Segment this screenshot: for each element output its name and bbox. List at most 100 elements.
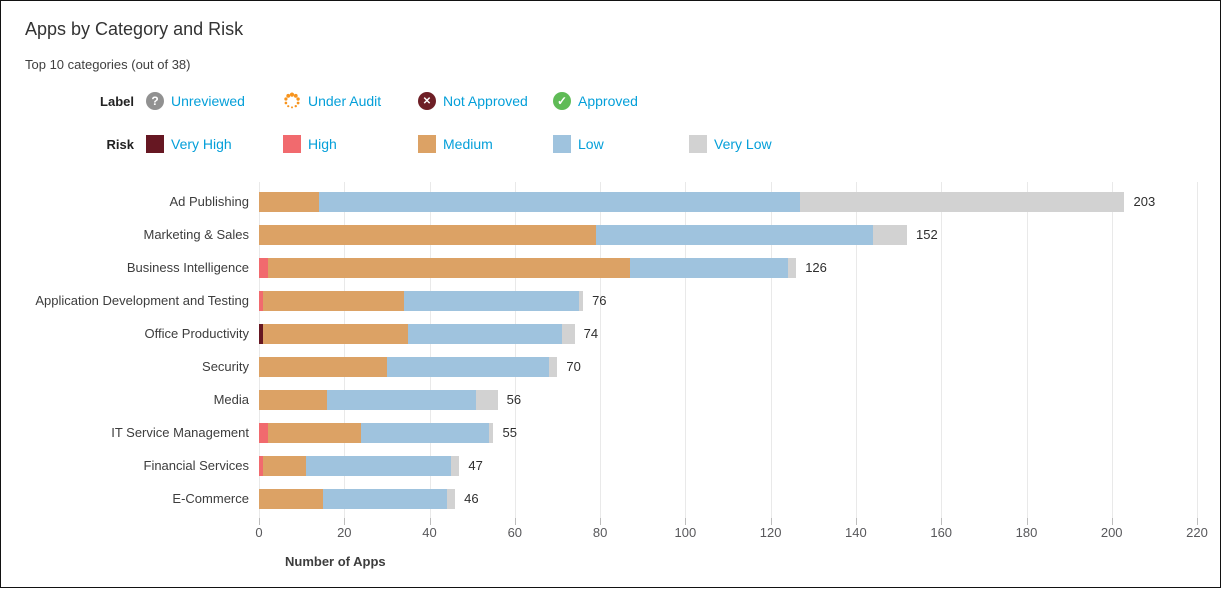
risk-legend-item-very_low[interactable]: Very Low (689, 135, 1220, 153)
bar-stack (259, 422, 494, 443)
gridline (685, 182, 687, 518)
bar-segment-low[interactable] (629, 257, 788, 278)
bar-segment-high[interactable] (259, 290, 264, 311)
bar-segment-low[interactable] (403, 290, 579, 311)
bar-segment-very_low[interactable] (800, 191, 1125, 212)
bar-segment-medium[interactable] (259, 356, 387, 377)
axis-tick (429, 518, 431, 525)
bar-segment-high[interactable] (259, 422, 268, 443)
risk-swatch-very_high (146, 135, 164, 153)
bar-total-label: 76 (592, 293, 607, 308)
bar-segment-low[interactable] (386, 356, 549, 377)
x-circle-icon: ✕ (418, 92, 436, 110)
bar-segment-very_low[interactable] (450, 455, 460, 476)
axis-tick-label: 220 (1186, 525, 1208, 540)
gridline (600, 182, 602, 518)
bar-stack (259, 290, 584, 311)
gridline (259, 182, 260, 518)
bar-segment-medium[interactable] (263, 290, 404, 311)
bar-segment-low[interactable] (318, 191, 801, 212)
bar-segment-medium[interactable] (267, 422, 362, 443)
bar-stack (259, 323, 575, 344)
bar-stack (259, 224, 907, 245)
bar-segment-low[interactable] (323, 488, 447, 509)
gridline (855, 182, 857, 518)
check-circle-icon: ✓ (553, 92, 571, 110)
bar-row: Media 56 (25, 383, 1220, 416)
bar-segment-high[interactable] (259, 257, 268, 278)
risk-legend-item-high[interactable]: High (283, 135, 418, 153)
bar-segment-medium[interactable] (267, 257, 630, 278)
risk-legend-row: Risk Very High High Medium Low Very Low (25, 134, 1220, 154)
category-label: IT Service Management (111, 425, 249, 440)
bar-segment-very_low[interactable] (578, 290, 584, 311)
bar-row: Ad Publishing 203 (25, 185, 1220, 218)
axis-tick-label: 120 (759, 525, 782, 540)
bar-segment-medium[interactable] (259, 224, 596, 245)
category-label: Office Productivity (144, 326, 249, 341)
bar-segment-low[interactable] (408, 323, 562, 344)
label-legend-item-approved[interactable]: ✓ Approved (553, 92, 689, 110)
risk-legend-item-low[interactable]: Low (553, 135, 689, 153)
label-legend-item-not_approved[interactable]: ✕ Not Approved (418, 92, 553, 110)
axis-tick (1197, 518, 1198, 525)
bar-row: Office Productivity 74 (25, 317, 1220, 350)
label-legend-caption: Label (100, 93, 134, 109)
risk-swatch-very_low (689, 135, 707, 153)
bar-segment-low[interactable] (595, 224, 873, 245)
gridline (1026, 182, 1028, 518)
risk-legend-caption: Risk (106, 136, 134, 152)
risk-legend-text: Medium (443, 136, 493, 152)
label-legend-text: Approved (578, 93, 638, 109)
axis-tick (259, 518, 260, 525)
bar-segment-low[interactable] (361, 422, 490, 443)
risk-swatch-medium (418, 135, 436, 153)
axis-tick-label: 200 (1100, 525, 1123, 540)
category-label: Media (213, 392, 249, 407)
label-legend-item-unreviewed[interactable]: ? Unreviewed (146, 92, 283, 110)
bar-row: Business Intelligence 126 (25, 251, 1220, 284)
bar-segment-very_low[interactable] (787, 257, 797, 278)
bar-segment-very_low[interactable] (476, 389, 498, 410)
label-legend-item-under_audit[interactable]: Under Audit (283, 92, 418, 110)
risk-swatch-high (283, 135, 301, 153)
label-legend-row: Label ? Unreviewed Under Audit ✕ Not Approve… (25, 91, 1220, 111)
axis-tick-label: 140 (845, 525, 867, 540)
bar-segment-very_high[interactable] (259, 323, 264, 344)
bar-segment-medium[interactable] (263, 455, 306, 476)
plot-rows: Ad Publishing 203 Marketing & Sales 152 Busi… (25, 182, 1220, 515)
gridline (1111, 182, 1113, 518)
bar-segment-very_low[interactable] (489, 422, 494, 443)
bar-segment-low[interactable] (305, 455, 451, 476)
bar-total-label: 47 (468, 458, 483, 473)
x-axis: 0 20 40 60 80 100 120 140 160 180 200 220 (255, 525, 1207, 547)
bar-segment-medium[interactable] (259, 488, 323, 509)
widget-title: Apps by Category and Risk (25, 19, 244, 39)
bar-segment-very_low[interactable] (446, 488, 456, 509)
bar-segment-low[interactable] (327, 389, 477, 410)
bar-row: E-Commerce 46 (25, 482, 1220, 515)
category-label: Application Development and Testing (35, 293, 249, 308)
bar-segment-medium[interactable] (259, 191, 319, 212)
bar-segment-medium[interactable] (263, 323, 409, 344)
bar-segment-very_low[interactable] (561, 323, 575, 344)
bar-segment-very_low[interactable] (548, 356, 558, 377)
bar-row: Security 70 (25, 350, 1220, 383)
gridline (429, 182, 431, 518)
bar-segment-very_low[interactable] (872, 224, 907, 245)
risk-legend-item-medium[interactable]: Medium (418, 135, 553, 153)
risk-legend-text: Low (578, 136, 604, 152)
risk-legend-item-very_high[interactable]: Very High (146, 135, 283, 153)
axis-tick-label: 60 (507, 525, 523, 540)
bar-row: Marketing & Sales 152 (25, 218, 1220, 251)
risk-legend-text: High (308, 136, 337, 152)
bar-total-label: 55 (502, 425, 517, 440)
bar-segment-medium[interactable] (259, 389, 328, 410)
gridline (770, 182, 772, 518)
label-legend-text: Not Approved (443, 93, 528, 109)
bar-segment-high[interactable] (259, 455, 264, 476)
widget-subtitle: Top 10 categories (out of 38) (25, 57, 191, 72)
bar-total-label: 126 (805, 260, 827, 275)
bar-total-label: 74 (583, 326, 599, 341)
category-label: Ad Publishing (169, 194, 250, 209)
